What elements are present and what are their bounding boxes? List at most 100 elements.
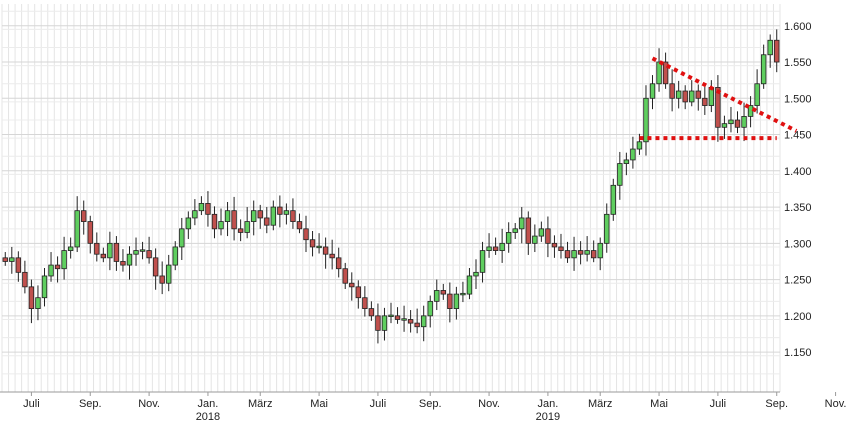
candle-down: [355, 286, 361, 299]
x-tick-label: Sep.: [765, 398, 788, 410]
candle-down: [15, 257, 22, 273]
candle-up: [767, 39, 773, 56]
candle-up: [689, 90, 695, 103]
candle-up: [649, 83, 656, 99]
candle-down: [113, 242, 120, 262]
candle-down: [525, 217, 531, 244]
candle-up: [107, 242, 113, 259]
candle-down: [774, 39, 780, 63]
candle-up: [747, 105, 754, 117]
candle-up: [74, 210, 80, 248]
candle-up: [270, 206, 277, 226]
candle-up: [224, 210, 231, 222]
candle-down: [715, 87, 721, 128]
candle-up: [538, 228, 545, 237]
candle-down: [257, 210, 263, 219]
candle-down: [362, 297, 368, 309]
x-tick-label: März: [588, 398, 612, 410]
x-tick-label: Mai: [650, 398, 668, 410]
x-tick-label: März: [248, 398, 272, 410]
y-tick-label: 1.350: [784, 202, 812, 214]
candle-down: [205, 203, 211, 215]
x-tick-label: Jan.: [198, 398, 219, 410]
candle-down: [237, 228, 244, 233]
y-axis-labels: 1.600 1.550 1.500 1.450 1.400 1.350 1.300 1.250…: [784, 21, 812, 359]
candle-up: [630, 148, 636, 161]
x-tick-label: Mai: [310, 398, 328, 410]
x-tick-label: Jan.: [538, 398, 559, 410]
candle-up: [473, 271, 479, 277]
candle-up: [179, 228, 185, 248]
year-label: 2019: [536, 411, 560, 423]
candle-down: [564, 250, 571, 259]
candle-down: [590, 250, 597, 259]
candle-up: [388, 314, 394, 318]
candle-up: [9, 257, 15, 262]
candle-up: [218, 221, 224, 230]
candle-up: [460, 292, 466, 296]
candle-up: [486, 246, 492, 251]
candle-up: [434, 290, 440, 302]
candle-up: [453, 293, 460, 309]
candle-up: [133, 250, 139, 255]
candle-down: [492, 246, 499, 251]
candle-down: [349, 282, 355, 288]
candle-up: [427, 300, 433, 317]
y-tick-label: 1.250: [784, 275, 812, 287]
candle-up: [185, 217, 192, 230]
candle-down: [277, 206, 283, 215]
candle-up: [166, 264, 172, 284]
candle-down: [211, 213, 218, 230]
candle-up: [623, 159, 630, 164]
candle-up: [754, 83, 760, 106]
candle-down: [146, 250, 152, 259]
candle-down: [22, 271, 28, 288]
y-tick-label: 1.550: [784, 57, 812, 69]
candle-up: [192, 210, 198, 219]
candle-up: [139, 249, 146, 252]
candle-up: [519, 217, 525, 230]
candle-up: [584, 250, 590, 255]
candle-down: [54, 264, 61, 270]
candle-down: [342, 268, 348, 284]
candle-down: [2, 257, 8, 262]
candle-up: [421, 315, 427, 328]
candle-up: [610, 184, 616, 215]
x-tick-label: Nov.: [825, 398, 847, 410]
candle-up: [728, 119, 734, 125]
candle-up: [499, 242, 505, 251]
candle-down: [368, 308, 375, 317]
candle-down: [558, 246, 564, 251]
x-tick-label: Sep.: [79, 398, 102, 410]
candle-up: [35, 297, 41, 309]
candle-down: [669, 83, 675, 99]
candle-down: [87, 221, 93, 244]
y-tick-label: 1.600: [784, 21, 812, 33]
candle-up: [636, 141, 643, 150]
y-tick-label: 1.200: [784, 311, 812, 323]
candle-up: [505, 232, 512, 244]
candle-up: [67, 246, 74, 251]
candle-up: [283, 210, 290, 215]
candle-up: [675, 90, 682, 99]
candle-up: [466, 275, 473, 295]
candle-down: [551, 242, 558, 248]
y-tick-label: 1.300: [784, 238, 812, 250]
candle-down: [94, 242, 100, 255]
candle-up: [597, 242, 603, 259]
candle-up: [571, 250, 577, 259]
pattern-lines: [639, 56, 798, 141]
x-tick-label: Nov.: [478, 398, 500, 410]
candle-up: [316, 245, 322, 249]
candle-down: [394, 315, 401, 320]
x-tick-label: Juli: [370, 398, 387, 410]
candle-down: [695, 90, 701, 99]
candle-down: [152, 257, 159, 277]
candle-down: [682, 90, 688, 103]
vertical-gridlines: [1, 4, 781, 392]
candle-down: [159, 275, 165, 284]
candle-down: [414, 322, 420, 328]
candle-up: [721, 123, 728, 128]
